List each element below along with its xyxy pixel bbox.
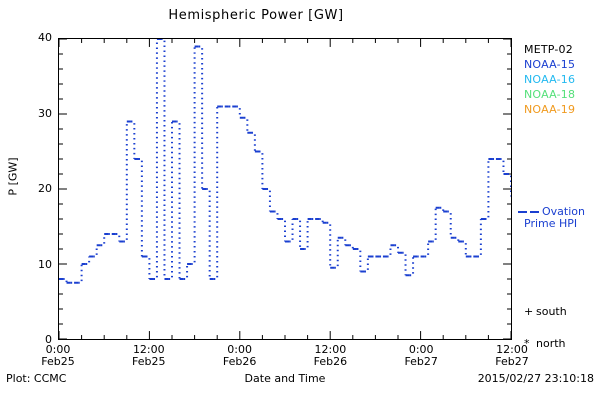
legend-marker-north: * north — [524, 328, 600, 360]
legend-item-metp-02[interactable]: METP-02 — [524, 43, 573, 56]
y-tick-label: 40 — [38, 31, 52, 44]
marker-glyph-icon: * — [524, 337, 530, 350]
legend-item-noaa-19[interactable]: NOAA-19 — [524, 103, 576, 116]
x-axis-tick-labels: 0:00 Feb25 12:00 Feb25 0:00 Feb26 12:00 Feb26 0:… — [41, 344, 528, 378]
x-tick-time: 0:00 — [45, 343, 71, 356]
x-axis-label: Date and Time — [244, 372, 326, 385]
ovation-dash-icon — [518, 211, 527, 213]
x-tick-date: Feb26 — [222, 355, 257, 368]
x-tick-label: 12:00 Feb25 — [114, 344, 184, 368]
marker-label: north — [536, 337, 566, 350]
x-tick-time: 0:00 — [408, 343, 434, 356]
x-tick-time: 12:00 — [314, 343, 347, 356]
y-axis-tick-labels: 0 10 20 30 40 — [0, 31, 52, 346]
marker-label: south — [536, 305, 567, 318]
x-tick-time: 0:00 — [227, 343, 252, 356]
timestamp-text: 2015/02/27 23:10:18 — [477, 372, 594, 385]
x-tick-label: 0:00 Feb25 — [23, 344, 93, 368]
y-tick-label: 10 — [38, 257, 52, 271]
legend-item-noaa-15[interactable]: NOAA-15 — [524, 58, 576, 71]
plot-canvas — [59, 39, 511, 339]
x-tick-time: 12:00 — [496, 343, 528, 356]
axis-ticks — [59, 39, 511, 339]
plot-area — [58, 38, 512, 340]
x-tick-date: Feb25 — [41, 355, 75, 368]
ovation-dash2-icon — [530, 211, 539, 213]
legend-marker-south: + south — [524, 296, 600, 328]
data-series-noaa-15 — [59, 39, 511, 284]
x-tick-label: 12:00 Feb26 — [295, 344, 365, 368]
x-tick-label: 0:00 Feb27 — [386, 344, 456, 368]
y-tick-label: 0 — [45, 333, 52, 346]
x-tick-date: Feb26 — [313, 355, 348, 368]
marker-glyph-icon: + — [524, 305, 534, 318]
x-tick-date: Feb27 — [404, 355, 438, 368]
legend-satellites: METP-02 NOAA-15 NOAA-16 NOAA-18 NOAA-19 — [524, 42, 600, 117]
legend-ovation-prime: Ovation Prime HPI — [518, 206, 600, 230]
legend-ovation-label: Ovation — [542, 205, 585, 218]
plot-source-text: Plot: CCMC — [6, 372, 67, 385]
x-tick-label: 12:00 Feb27 — [477, 344, 547, 368]
x-tick-label: 0:00 Feb26 — [205, 344, 275, 368]
legend-ovation-label2: Prime HPI — [524, 217, 578, 230]
legend-markers: + south * north — [524, 296, 600, 360]
y-tick-label: 30 — [38, 106, 52, 120]
y-tick-label: 20 — [38, 182, 52, 195]
legend-item-noaa-16[interactable]: NOAA-16 — [524, 73, 576, 86]
legend-item-noaa-18[interactable]: NOAA-18 — [524, 88, 576, 101]
x-tick-date: Feb25 — [132, 355, 166, 368]
x-tick-date: Feb27 — [495, 355, 529, 368]
x-tick-time: 12:00 — [132, 343, 165, 356]
page-title: Hemispheric Power [GW] — [168, 8, 344, 23]
